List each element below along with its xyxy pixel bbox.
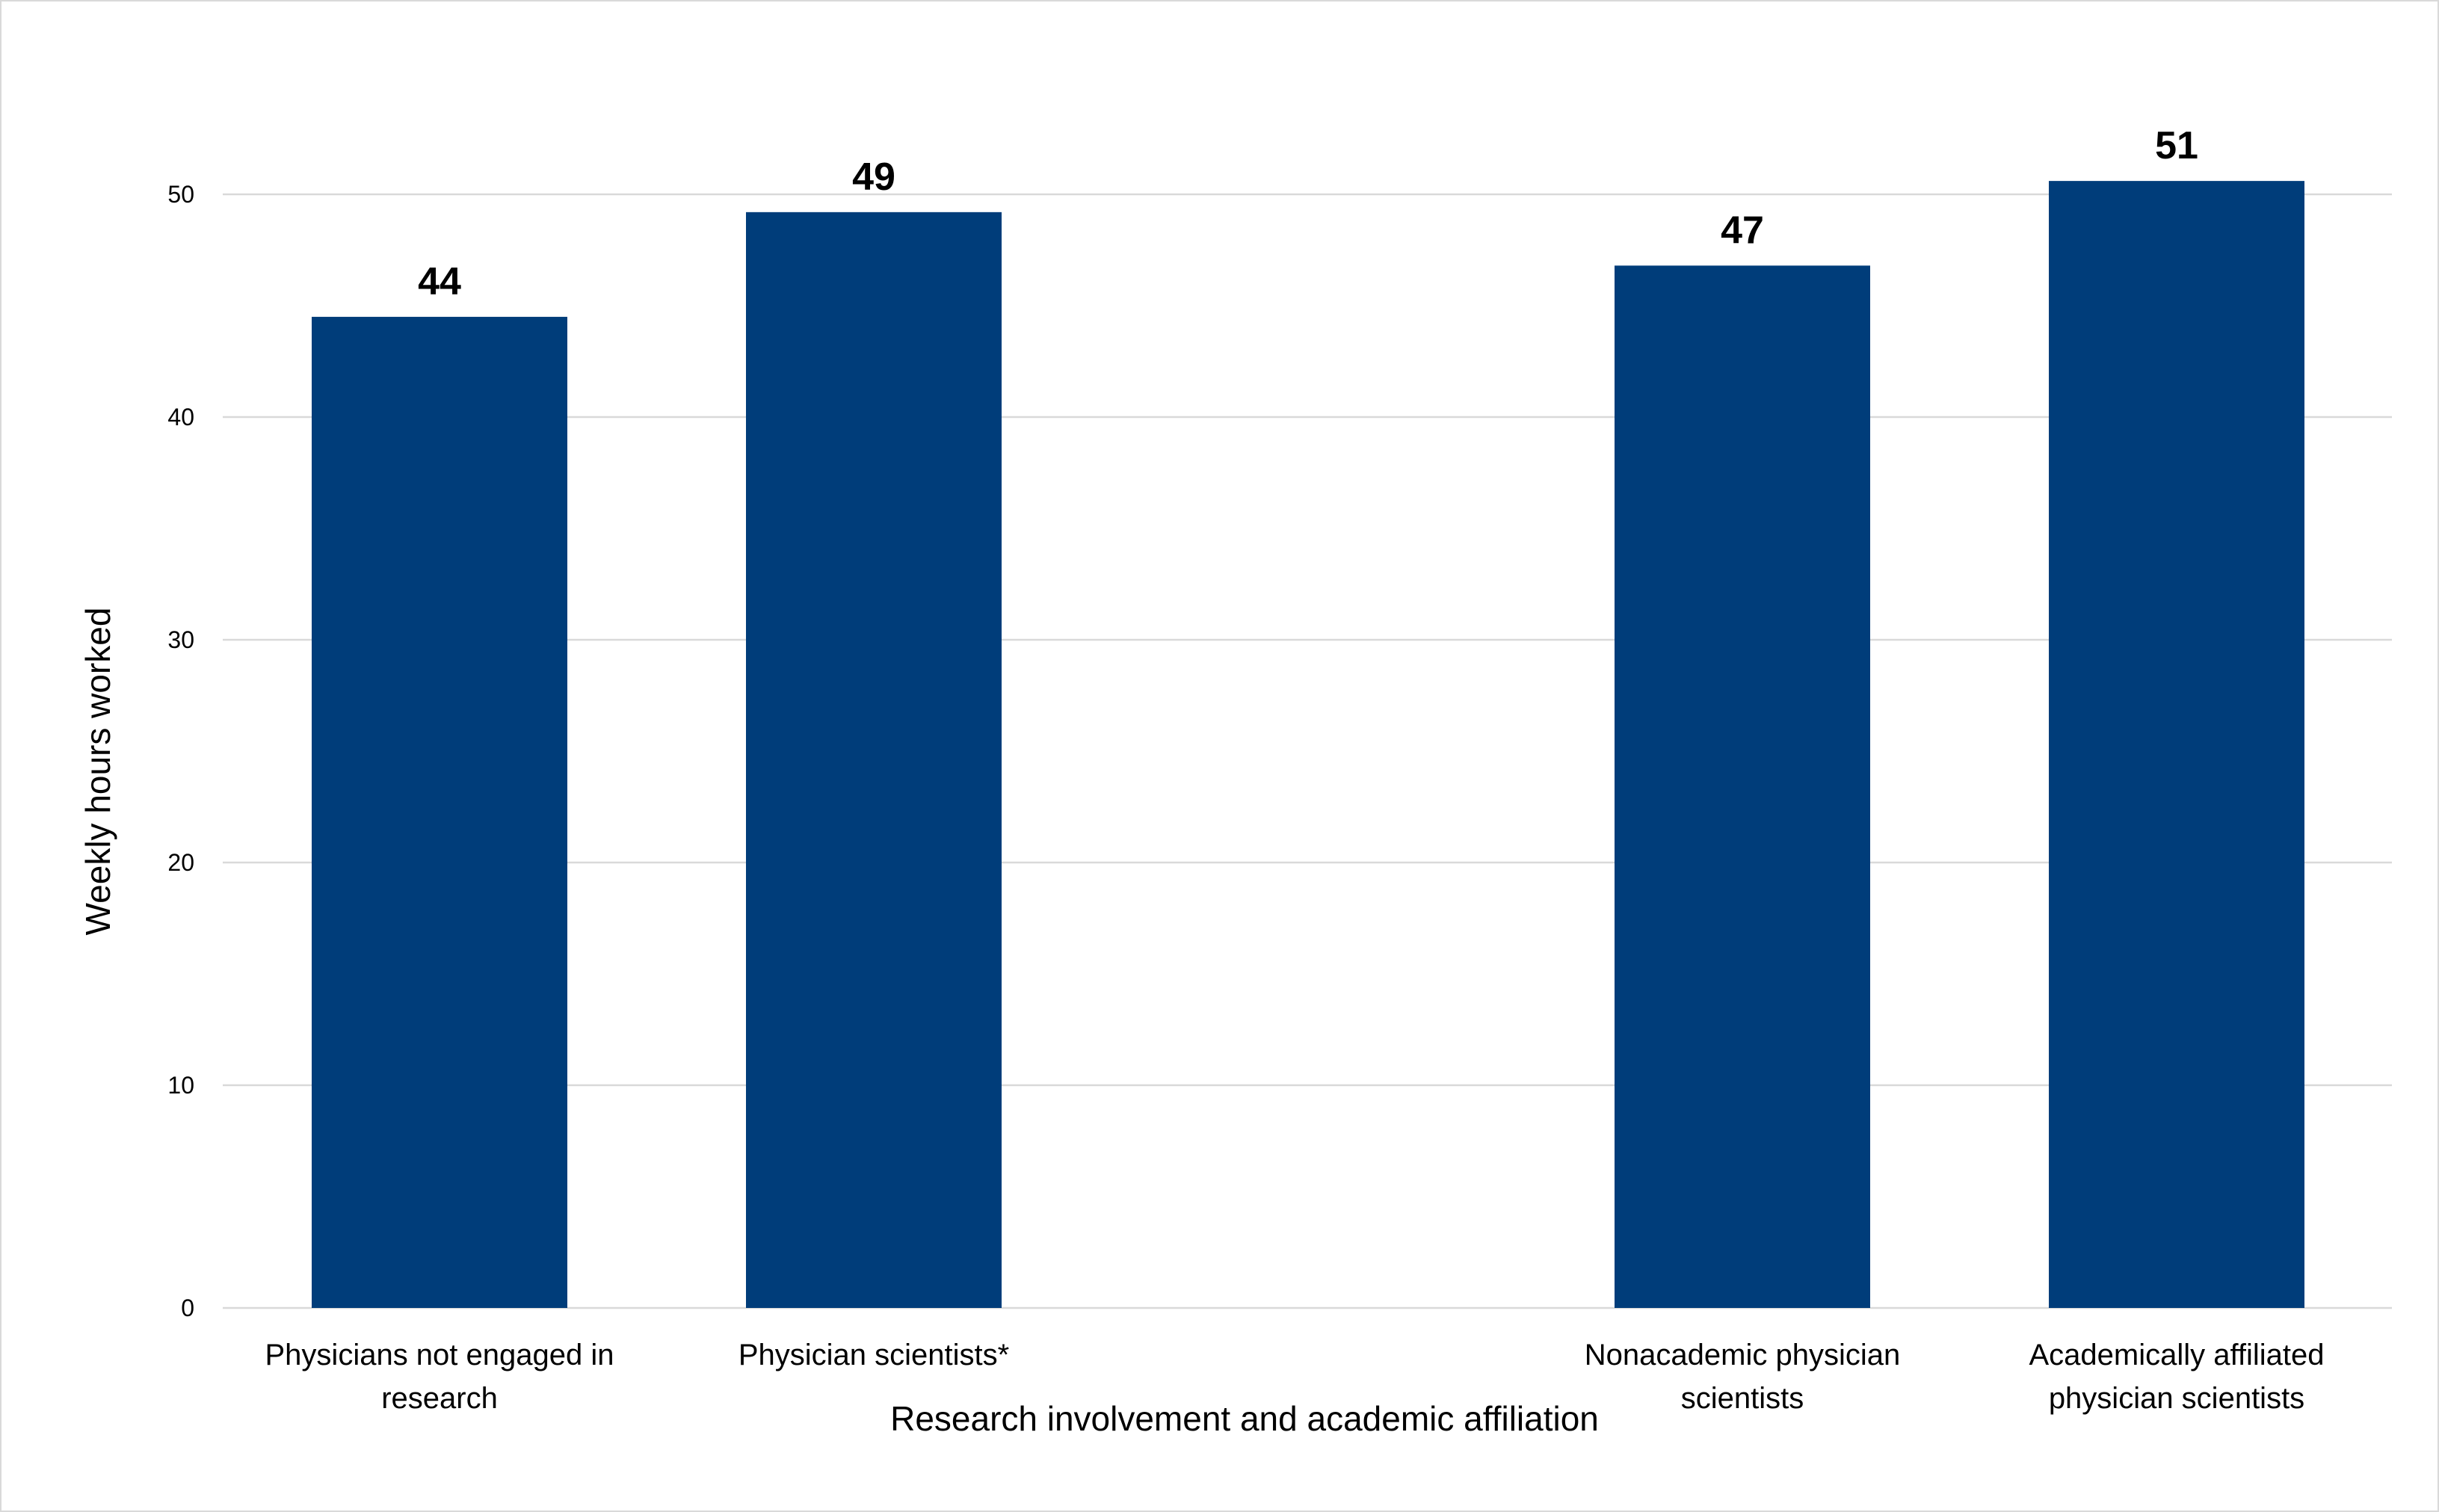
bar <box>746 212 1002 1309</box>
y-tick-label: 50 <box>167 181 194 208</box>
y-tick-label: 20 <box>167 849 194 876</box>
data-label: 44 <box>418 260 461 303</box>
data-label: 47 <box>1721 209 1764 252</box>
x-axis-title: Research involvement and academic affili… <box>890 1399 1599 1438</box>
bar <box>2049 181 2304 1308</box>
y-tick-label: 40 <box>167 404 194 431</box>
y-tick-label: 10 <box>167 1072 194 1099</box>
y-axis-ticks: 0 10 20 30 40 50 <box>167 181 194 1321</box>
bar <box>312 316 567 1308</box>
bar <box>1615 265 1870 1308</box>
x-category-label: Academically affiliated physician scienti… <box>2029 1339 2324 1415</box>
data-label: 51 <box>2155 124 2198 167</box>
y-axis-title: Weekly hours worked <box>78 608 117 936</box>
bars <box>312 181 2304 1309</box>
x-category-label: Physician scientists* <box>739 1339 1009 1371</box>
x-category-label: Physicians not engaged in research <box>265 1339 614 1415</box>
gridlines <box>223 193 2392 1309</box>
y-tick-label: 0 <box>181 1295 194 1321</box>
x-axis-categories: Physicians not engaged in research Physici… <box>265 1339 2325 1415</box>
y-tick-label: 30 <box>167 626 194 653</box>
x-category-label: Nonacademic physician scientists <box>1585 1339 1900 1415</box>
data-label: 49 <box>852 155 895 199</box>
data-labels: 44 49 47 51 <box>418 124 2198 303</box>
